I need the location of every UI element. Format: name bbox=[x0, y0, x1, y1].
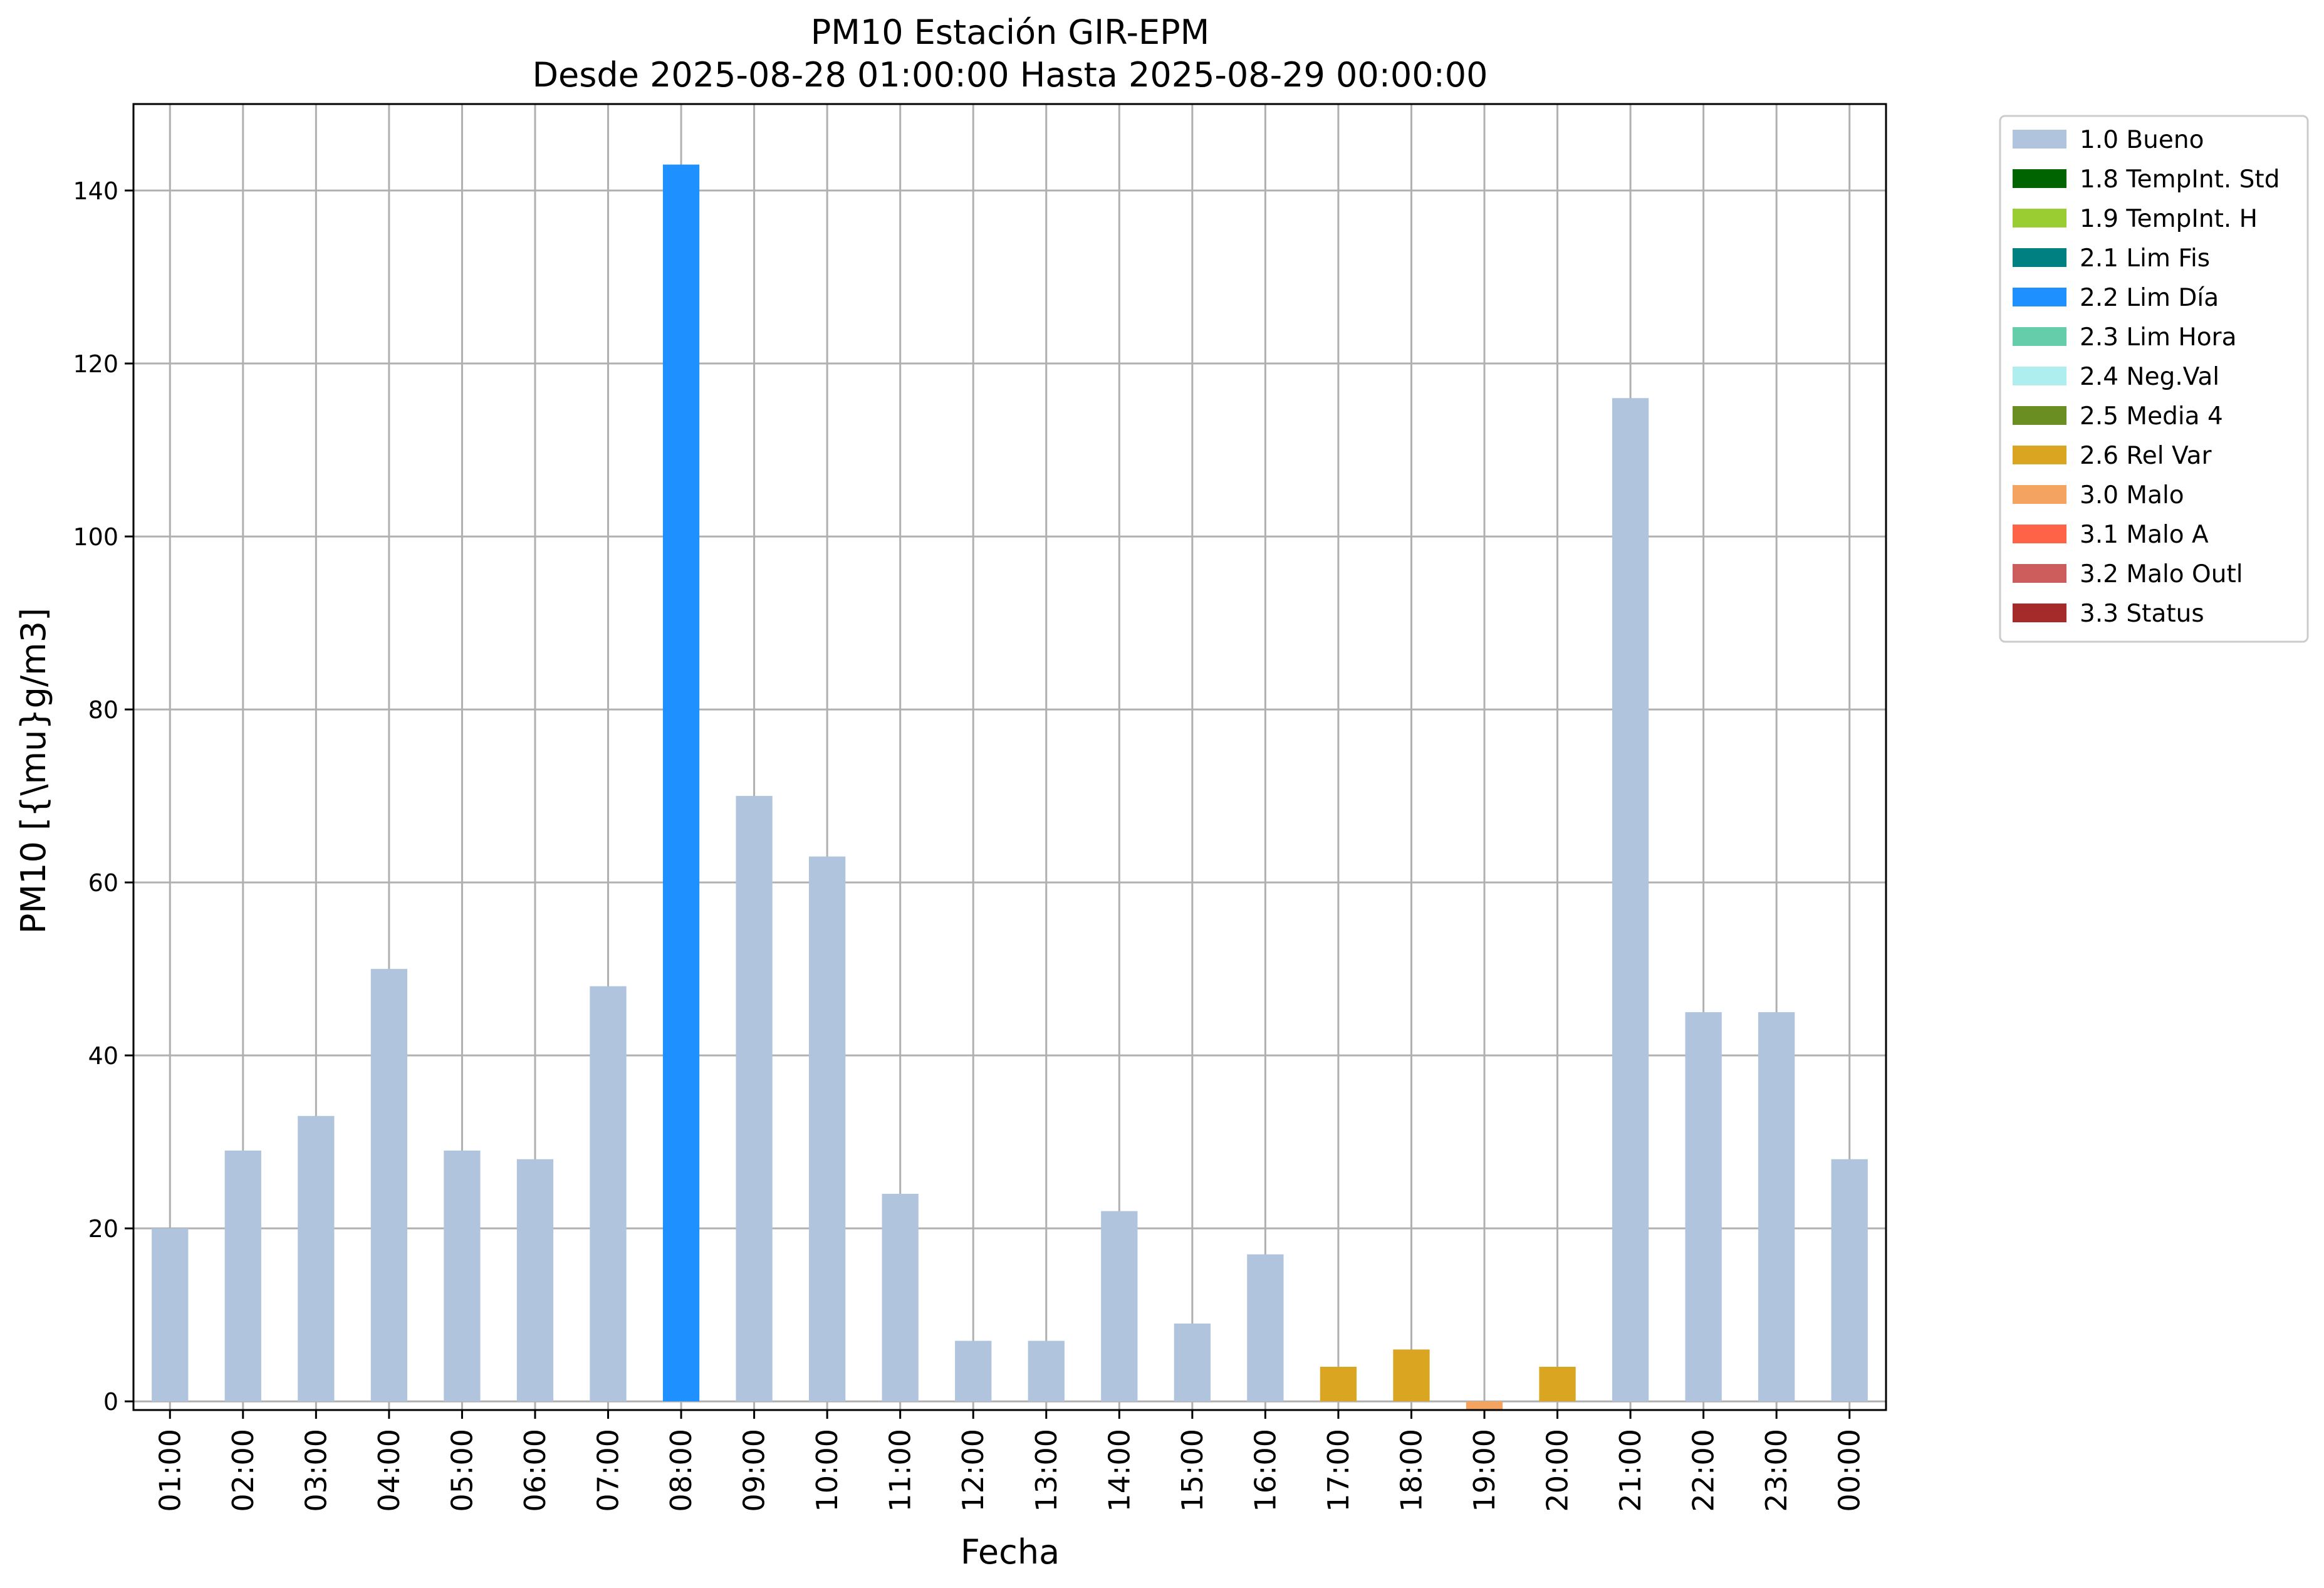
legend-swatch bbox=[2013, 169, 2066, 188]
x-tick-label: 06:00 bbox=[518, 1429, 552, 1512]
legend-swatch bbox=[2013, 603, 2066, 622]
legend-label: 2.2 Lim Día bbox=[2080, 284, 2219, 312]
bar bbox=[590, 986, 627, 1402]
x-tick-label: 23:00 bbox=[1759, 1429, 1793, 1512]
x-tick-label: 08:00 bbox=[664, 1429, 698, 1512]
bar bbox=[370, 969, 408, 1402]
bar bbox=[882, 1193, 919, 1402]
plot-frame bbox=[132, 103, 1887, 1411]
bar bbox=[224, 1150, 261, 1402]
legend-label: 1.8 TempInt. Std bbox=[2080, 165, 2280, 194]
y-tick-label: 20 bbox=[88, 1215, 118, 1243]
y-tick-label: 140 bbox=[73, 177, 118, 205]
axes: 0 20 40 60 80 100 120 140 01:00 02:00 03:00 04:00 05… bbox=[73, 103, 1887, 1512]
chart-subtitle: Desde 2025-08-28 01:00:00 Hasta 2025-08-… bbox=[532, 55, 1488, 95]
x-tick-label: 12:00 bbox=[956, 1429, 990, 1512]
y-tick-label: 80 bbox=[88, 696, 118, 724]
legend: 1.0 Bueno 1.8 TempInt. Std 1.9 TempInt. H 2… bbox=[1999, 115, 2309, 643]
legend-label: 2.3 Lim Hora bbox=[2080, 323, 2237, 352]
legend-swatch bbox=[2013, 130, 2066, 149]
bar bbox=[1247, 1254, 1284, 1402]
x-tick-label: 04:00 bbox=[372, 1429, 406, 1512]
y-tick-label: 60 bbox=[88, 869, 118, 897]
legend-swatch bbox=[2013, 525, 2066, 543]
bar bbox=[1393, 1349, 1430, 1402]
chart-title: PM10 Estación GIR-EPM bbox=[811, 13, 1210, 52]
legend-swatch bbox=[2013, 367, 2066, 385]
legend-label: 1.0 Bueno bbox=[2080, 126, 2204, 154]
bar bbox=[152, 1228, 189, 1402]
bar bbox=[809, 856, 846, 1402]
legend-label: 3.0 Malo bbox=[2080, 481, 2184, 509]
x-tick-label: 01:00 bbox=[153, 1429, 187, 1512]
bar bbox=[1831, 1159, 1868, 1402]
legend-swatch bbox=[2013, 288, 2066, 306]
x-tick-label: 00:00 bbox=[1833, 1429, 1867, 1512]
legend-label: 3.1 Malo A bbox=[2080, 521, 2209, 549]
legend-swatch bbox=[2013, 248, 2066, 267]
x-tick-label: 09:00 bbox=[737, 1429, 771, 1512]
bar bbox=[1758, 1012, 1795, 1402]
x-tick-label: 14:00 bbox=[1102, 1429, 1136, 1512]
bar bbox=[1539, 1366, 1576, 1402]
x-axis-label: Fecha bbox=[961, 1532, 1060, 1572]
bar bbox=[298, 1115, 335, 1402]
y-tick-label: 40 bbox=[88, 1042, 118, 1070]
x-tick-label: 15:00 bbox=[1175, 1429, 1209, 1512]
x-tick-label: 11:00 bbox=[883, 1429, 917, 1512]
bar bbox=[1028, 1340, 1065, 1402]
y-axis-label: PM10 [{\mu}g/m3] bbox=[14, 608, 53, 934]
x-tick-label: 02:00 bbox=[226, 1429, 260, 1512]
x-tick-label: 10:00 bbox=[810, 1429, 844, 1512]
x-tick-label: 16:00 bbox=[1248, 1429, 1282, 1512]
legend-label: 2.4 Neg.Val bbox=[2080, 363, 2219, 391]
bar bbox=[1174, 1323, 1211, 1402]
legend-swatch bbox=[2013, 209, 2066, 227]
x-tick-label: 03:00 bbox=[299, 1429, 333, 1512]
bar bbox=[1101, 1211, 1138, 1402]
legend-swatch bbox=[2013, 485, 2066, 504]
bar bbox=[1612, 398, 1649, 1402]
legend-label: 3.3 Status bbox=[2080, 600, 2204, 628]
x-tick-label: 07:00 bbox=[591, 1429, 625, 1512]
bar bbox=[516, 1159, 554, 1402]
x-tick-label: 21:00 bbox=[1613, 1429, 1647, 1512]
y-tick-label: 0 bbox=[103, 1388, 118, 1416]
y-tick-label: 120 bbox=[73, 350, 118, 378]
legend-swatch bbox=[2013, 564, 2066, 583]
x-tick-label: 18:00 bbox=[1394, 1429, 1428, 1512]
legend-swatch bbox=[2013, 327, 2066, 346]
legend-label: 1.9 TempInt. H bbox=[2080, 205, 2258, 233]
bar bbox=[444, 1150, 481, 1402]
bar bbox=[662, 164, 700, 1402]
legend-label: 2.6 Rel Var bbox=[2080, 442, 2212, 470]
bar bbox=[955, 1340, 992, 1402]
x-tick-label: 05:00 bbox=[445, 1429, 479, 1512]
legend-swatch bbox=[2013, 446, 2066, 464]
y-tick-label: 100 bbox=[73, 523, 118, 551]
legend-label: 2.1 Lim Fis bbox=[2080, 244, 2210, 273]
x-tick-label: 17:00 bbox=[1321, 1429, 1355, 1512]
bar bbox=[736, 796, 773, 1402]
bars bbox=[152, 164, 1868, 1410]
bar bbox=[1320, 1366, 1357, 1402]
legend-label: 2.5 Media 4 bbox=[2080, 402, 2223, 431]
x-tick-label: 19:00 bbox=[1467, 1429, 1501, 1512]
x-tick-label: 13:00 bbox=[1029, 1429, 1063, 1512]
legend-label: 3.2 Malo Outl bbox=[2080, 560, 2243, 588]
x-tick-label: 22:00 bbox=[1687, 1429, 1721, 1512]
legend-swatch bbox=[2013, 406, 2066, 425]
bar bbox=[1466, 1401, 1503, 1410]
legend-box bbox=[1999, 115, 2309, 643]
x-tick-label: 20:00 bbox=[1541, 1429, 1575, 1512]
bar bbox=[1685, 1012, 1722, 1402]
